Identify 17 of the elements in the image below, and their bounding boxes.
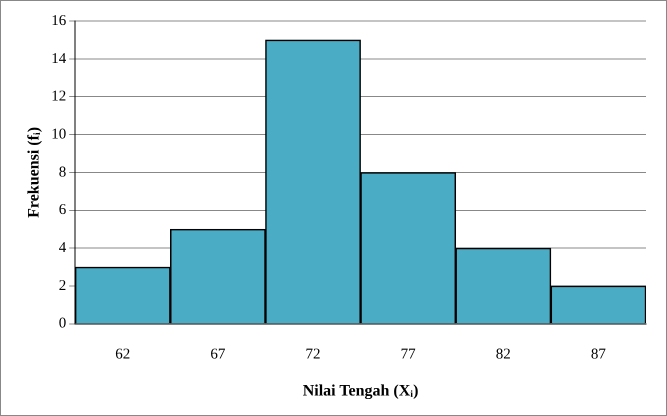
y-axis-title: Frekuensi (fᵢ): [26, 126, 43, 218]
y-tick-label: 2: [58, 278, 66, 294]
x-tick-label: 82: [496, 346, 511, 363]
x-tick-label: 62: [115, 346, 130, 363]
y-tick-label: 14: [51, 50, 67, 67]
y-tick-label: 4: [58, 240, 67, 256]
y-tick-label: 6: [58, 202, 67, 218]
y-tick-label: 16: [51, 12, 67, 29]
y-tick-label: 8: [58, 164, 66, 180]
y-tick-label: 0: [58, 316, 66, 332]
x-tick-label: 77: [400, 346, 416, 363]
y-tick-label: 12: [51, 88, 66, 105]
x-tick-label: 67: [210, 346, 226, 363]
x-tick-label: 72: [306, 346, 321, 363]
y-tick-label: 10: [51, 126, 66, 142]
x-axis-title: Nilai Tengah (Xᵢ): [302, 382, 418, 400]
x-tick-label: 87: [590, 346, 606, 363]
